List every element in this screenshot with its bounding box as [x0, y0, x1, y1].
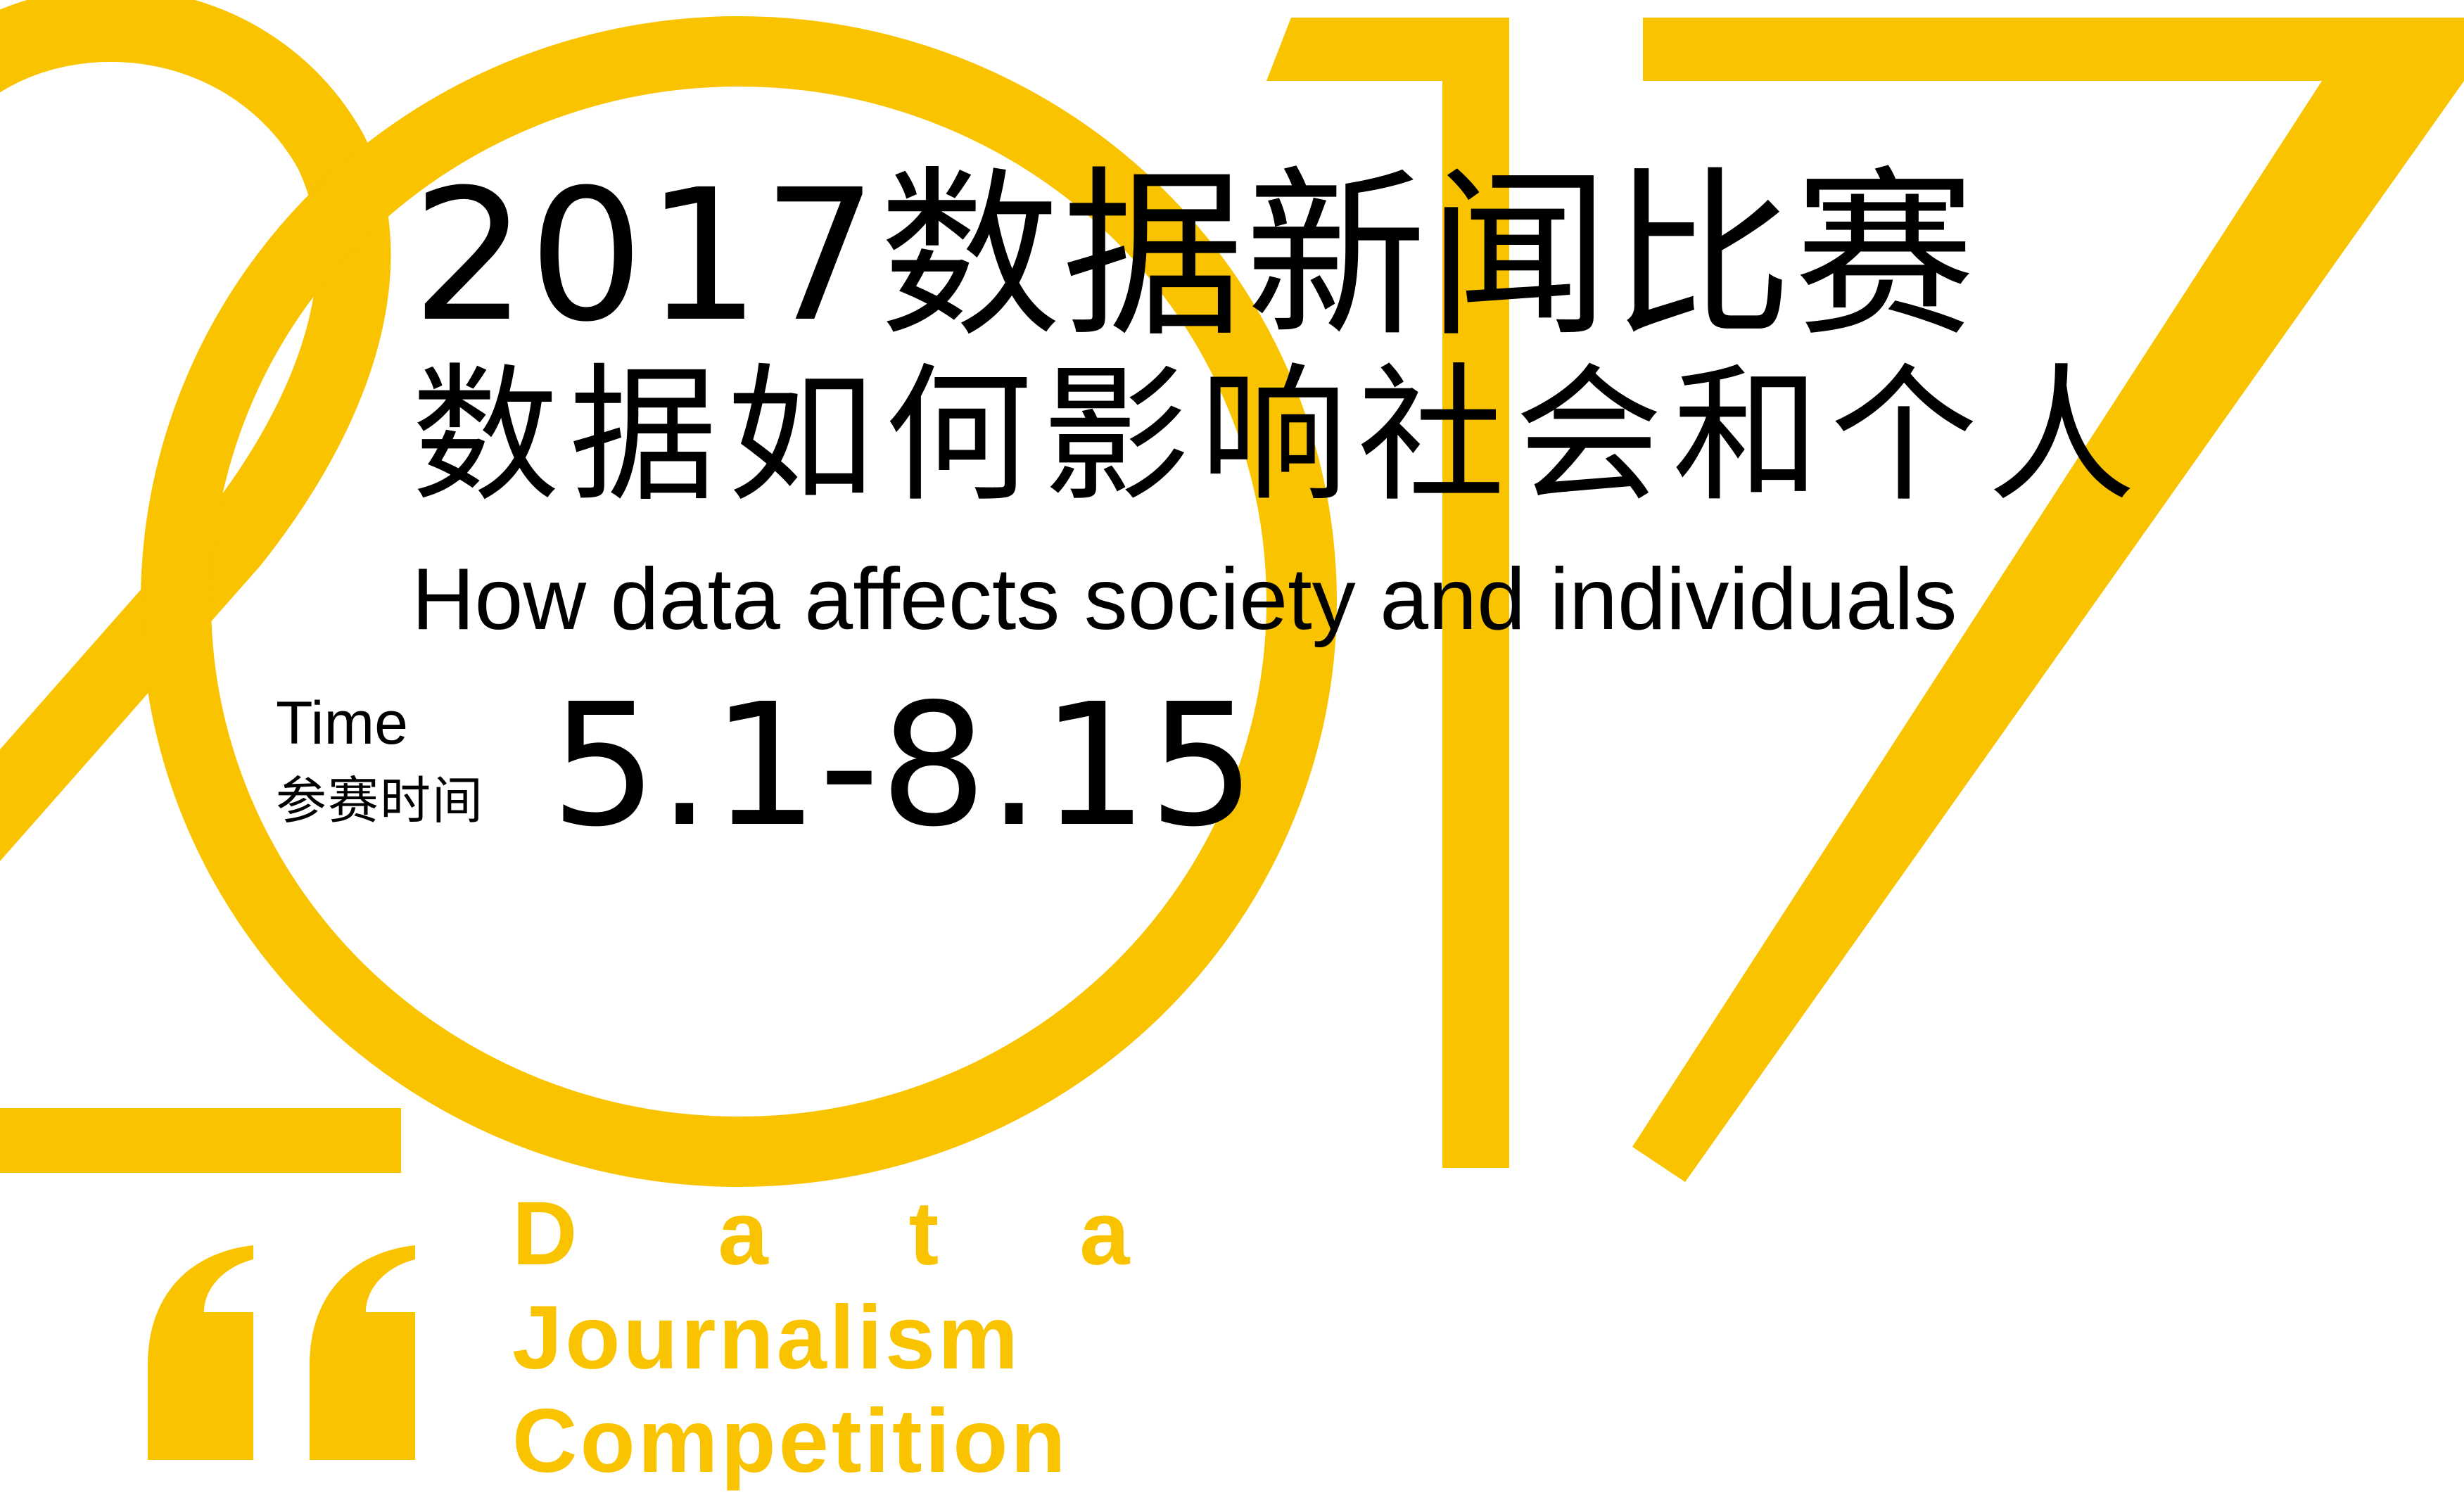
- english-word-journalism: Journalism: [512, 1288, 1021, 1388]
- subtitle-english: How data affects society and individuals: [412, 551, 1957, 648]
- english-word-competition: Competition: [512, 1391, 1069, 1492]
- english-word-data: Data: [512, 1183, 1271, 1284]
- page-title: 2017数据新闻比赛: [412, 151, 1977, 362]
- digit-zero-ring: [141, 16, 1337, 1187]
- subtitle-chinese: 数据如何影响社会和个人: [412, 350, 2146, 522]
- digit-one-flag: [1266, 18, 1442, 81]
- digit-two-base: [0, 1108, 401, 1173]
- digit-one-bar: [1442, 18, 1509, 1168]
- left-double-quote-icon: [148, 1245, 415, 1460]
- digit-two-arc: [0, 0, 391, 862]
- time-label-english: Time: [276, 689, 408, 757]
- time-label-chinese: 参赛时间: [276, 771, 485, 830]
- digit-seven-shape: [1632, 18, 2464, 1182]
- competition-date-range: 5.1-8.15: [550, 667, 1256, 864]
